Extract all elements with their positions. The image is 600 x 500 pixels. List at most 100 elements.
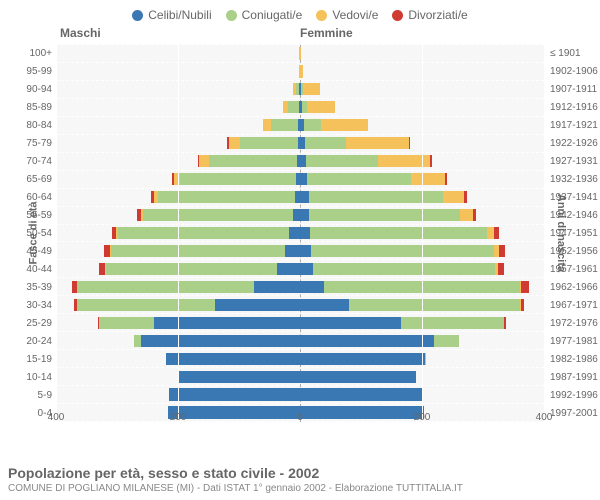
segment-co [309,209,460,221]
birth-label: 1952-1956 [546,242,600,260]
segment-c [169,388,300,400]
segment-co [349,299,520,311]
age-row [56,386,544,404]
birth-label: 1992-1996 [546,386,600,404]
age-row [56,368,544,386]
birth-label: 1922-1926 [546,134,600,152]
legend-item: Coniugati/e [226,8,303,22]
segment-co [99,317,154,329]
x-tick: 400 [48,412,65,423]
segment-d [521,281,528,293]
segment-c [300,388,422,400]
segment-c [300,281,324,293]
age-label: 35-39 [0,278,56,296]
segment-v [303,83,319,95]
gridline [544,45,545,422]
age-row [56,296,544,314]
birth-label: 1947-1951 [546,224,600,242]
age-row [56,45,544,63]
segment-v [263,119,270,131]
segment-c [300,371,416,383]
birth-label: 1912-1916 [546,98,600,116]
segment-c [166,353,300,365]
header-female: Femmine [300,26,540,40]
footer: Popolazione per età, sesso e stato civil… [8,465,592,494]
birth-label: 1917-1921 [546,116,600,134]
chart-title: Popolazione per età, sesso e stato civil… [8,465,592,481]
segment-v [411,173,445,185]
age-label: 5-9 [0,386,56,404]
segment-d [521,299,525,311]
segment-d [473,209,477,221]
segment-v [346,137,408,149]
segment-co [305,137,346,149]
segment-v [229,137,240,149]
legend-swatch [392,10,403,21]
segment-c [300,299,349,311]
segment-co [240,137,298,149]
axis-title-right: Anni di nascita [555,194,567,272]
segment-co [106,263,277,275]
segment-d [409,137,410,149]
age-label: 85-89 [0,98,56,116]
segment-co [313,263,495,275]
age-label: 30-34 [0,296,56,314]
segment-co [111,245,285,257]
birth-label: 1972-1976 [546,314,600,332]
segment-co [425,353,426,365]
age-row [56,135,544,153]
segment-co [401,317,505,329]
segment-c [141,335,300,347]
segment-co [143,209,292,221]
segment-c [300,263,313,275]
segment-co [77,299,214,311]
legend-item: Vedovi/e [316,8,378,22]
segment-c [300,173,307,185]
segment-d [430,155,432,167]
segment-c [300,317,401,329]
age-row [56,260,544,278]
legend-label: Coniugati/e [242,8,303,22]
segment-co [307,173,411,185]
birth-label: 1982-1986 [546,350,600,368]
age-row [56,81,544,99]
segment-c [300,353,425,365]
segment-co [310,227,487,239]
legend-swatch [316,10,327,21]
segment-co [288,101,299,113]
segment-co [134,335,141,347]
age-label: 65-69 [0,170,56,188]
age-label: 15-19 [0,350,56,368]
age-row [56,242,544,260]
age-row [56,225,544,243]
age-row [56,117,544,135]
age-row [56,314,544,332]
axis-title-left: Fasce di età [27,202,39,265]
legend: Celibi/Nubili Coniugati/e Vedovi/e Divorzia… [0,0,600,26]
birth-label: 1902-1906 [546,62,600,80]
age-row [56,63,544,81]
segment-co [118,227,289,239]
legend-item: Celibi/Nubili [132,8,211,22]
segment-co [77,281,254,293]
segment-c [178,371,300,383]
segment-v [487,227,494,239]
age-row [56,171,544,189]
segment-d [445,173,447,185]
legend-item: Divorziati/e [392,8,467,22]
legend-swatch [226,10,237,21]
birth-label: 1997-2001 [546,404,600,422]
segment-c [293,209,300,221]
legend-label: Celibi/Nubili [148,8,211,22]
pyramid-chart: 100+95-9990-9485-8980-8475-7970-7465-696… [56,44,544,422]
x-tick: 200 [414,412,431,423]
age-row [56,332,544,350]
segment-d [504,317,506,329]
birth-label: 1987-1991 [546,368,600,386]
birth-label: 1907-1911 [546,80,600,98]
age-row [56,207,544,225]
legend-swatch [132,10,143,21]
segment-co [434,335,458,347]
segment-co [304,119,321,131]
segment-c [277,263,300,275]
